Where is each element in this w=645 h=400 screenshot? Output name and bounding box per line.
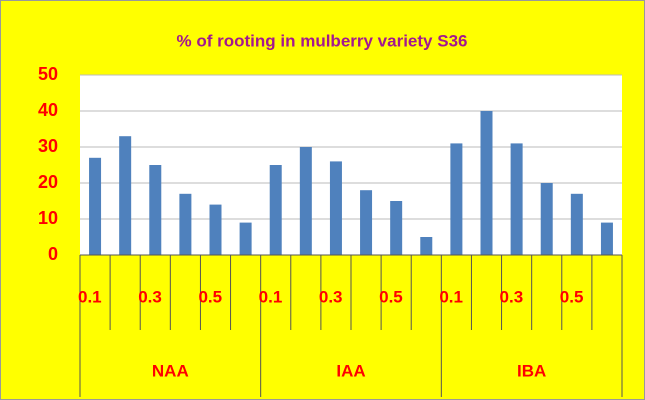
bar — [299, 147, 312, 255]
bar — [239, 222, 252, 255]
bar — [119, 136, 132, 255]
bar — [390, 201, 403, 255]
x-tick-label: 0.5 — [379, 287, 403, 306]
x-tick-label: 0.1 — [78, 287, 102, 306]
y-tick-label: 50 — [38, 64, 58, 84]
bar — [89, 157, 102, 255]
bar — [179, 193, 192, 255]
x-tick-label: 0.3 — [500, 287, 524, 306]
bar — [209, 204, 222, 255]
x-tick-label: 0.1 — [259, 287, 283, 306]
bar — [149, 165, 162, 255]
bar — [420, 237, 433, 255]
x-tick-label: 0.3 — [138, 287, 162, 306]
x-tick-label: 0.3 — [319, 287, 343, 306]
y-tick-label: 40 — [38, 100, 58, 120]
bar — [570, 193, 583, 255]
x-tick-label: 0.5 — [560, 287, 584, 306]
group-label: IAA — [336, 361, 365, 380]
x-tick-label: 0.5 — [198, 287, 222, 306]
bar — [480, 111, 493, 255]
bar — [360, 190, 373, 255]
group-label: NAA — [152, 361, 189, 380]
bar — [329, 161, 342, 255]
y-tick-label: 20 — [38, 172, 58, 192]
bar — [600, 222, 613, 255]
y-tick-label: 0 — [48, 244, 58, 264]
bar — [540, 183, 553, 255]
chart-title: % of rooting in mulberry variety S36 — [177, 31, 468, 50]
bar — [510, 143, 523, 255]
y-tick-label: 10 — [38, 208, 58, 228]
group-label: IBA — [517, 361, 546, 380]
y-tick-label: 30 — [38, 136, 58, 156]
plot-area — [80, 75, 622, 255]
bar — [450, 143, 463, 255]
bar — [269, 165, 282, 255]
x-tick-label: 0.1 — [439, 287, 463, 306]
